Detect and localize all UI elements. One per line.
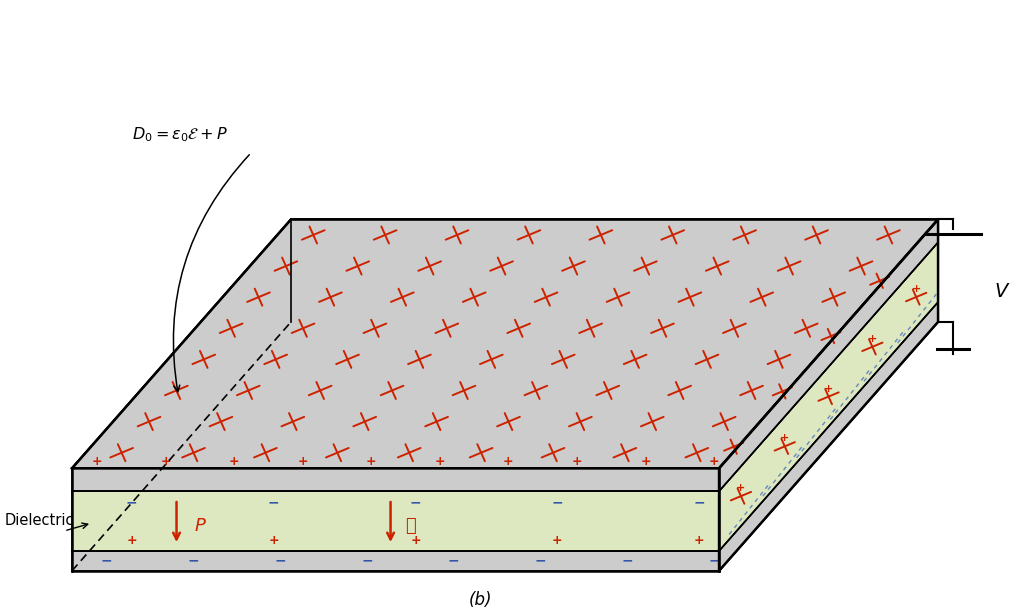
Text: ℈: ℈ — [406, 517, 416, 535]
Text: −: − — [622, 554, 633, 568]
Text: −: − — [361, 554, 373, 568]
Text: +: + — [736, 483, 745, 493]
Text: +: + — [126, 534, 137, 547]
Polygon shape — [719, 243, 938, 551]
Text: +: + — [91, 455, 102, 468]
Text: −: − — [552, 495, 563, 509]
Text: +: + — [297, 455, 308, 468]
Polygon shape — [72, 219, 938, 468]
Text: +: + — [694, 534, 705, 547]
Text: V: V — [994, 282, 1009, 301]
Polygon shape — [719, 219, 938, 571]
Text: Dielectric: Dielectric — [4, 513, 74, 528]
Polygon shape — [72, 302, 938, 551]
Text: +: + — [640, 455, 651, 468]
Text: −: − — [101, 554, 113, 568]
Text: −: − — [709, 554, 720, 568]
Text: (b): (b) — [468, 591, 492, 608]
Text: +: + — [911, 284, 921, 294]
Text: +: + — [503, 455, 514, 468]
Text: +: + — [228, 455, 240, 468]
Text: +: + — [411, 534, 421, 547]
Polygon shape — [72, 551, 719, 571]
Text: +: + — [552, 534, 562, 547]
Text: −: − — [410, 495, 421, 509]
Polygon shape — [72, 491, 719, 551]
Polygon shape — [72, 219, 938, 468]
Text: +: + — [268, 534, 279, 547]
Text: +: + — [366, 455, 377, 468]
Text: $D_0 = \epsilon_0\mathcal{E} + P$: $D_0 = \epsilon_0\mathcal{E} + P$ — [132, 126, 227, 144]
Text: +: + — [780, 433, 790, 443]
Text: +: + — [434, 455, 445, 468]
Text: +: + — [709, 455, 720, 468]
Text: −: − — [693, 495, 705, 509]
Text: +: + — [571, 455, 583, 468]
Text: +: + — [867, 334, 877, 344]
Text: −: − — [187, 554, 200, 568]
Text: +: + — [824, 384, 834, 394]
Text: −: − — [126, 495, 137, 509]
Text: P: P — [195, 517, 206, 535]
Text: −: − — [449, 554, 460, 568]
Polygon shape — [72, 468, 719, 491]
Polygon shape — [719, 219, 938, 491]
Text: +: + — [160, 455, 171, 468]
Text: −: − — [274, 554, 286, 568]
Polygon shape — [719, 302, 938, 571]
Text: −: − — [535, 554, 547, 568]
Text: −: − — [267, 495, 280, 509]
